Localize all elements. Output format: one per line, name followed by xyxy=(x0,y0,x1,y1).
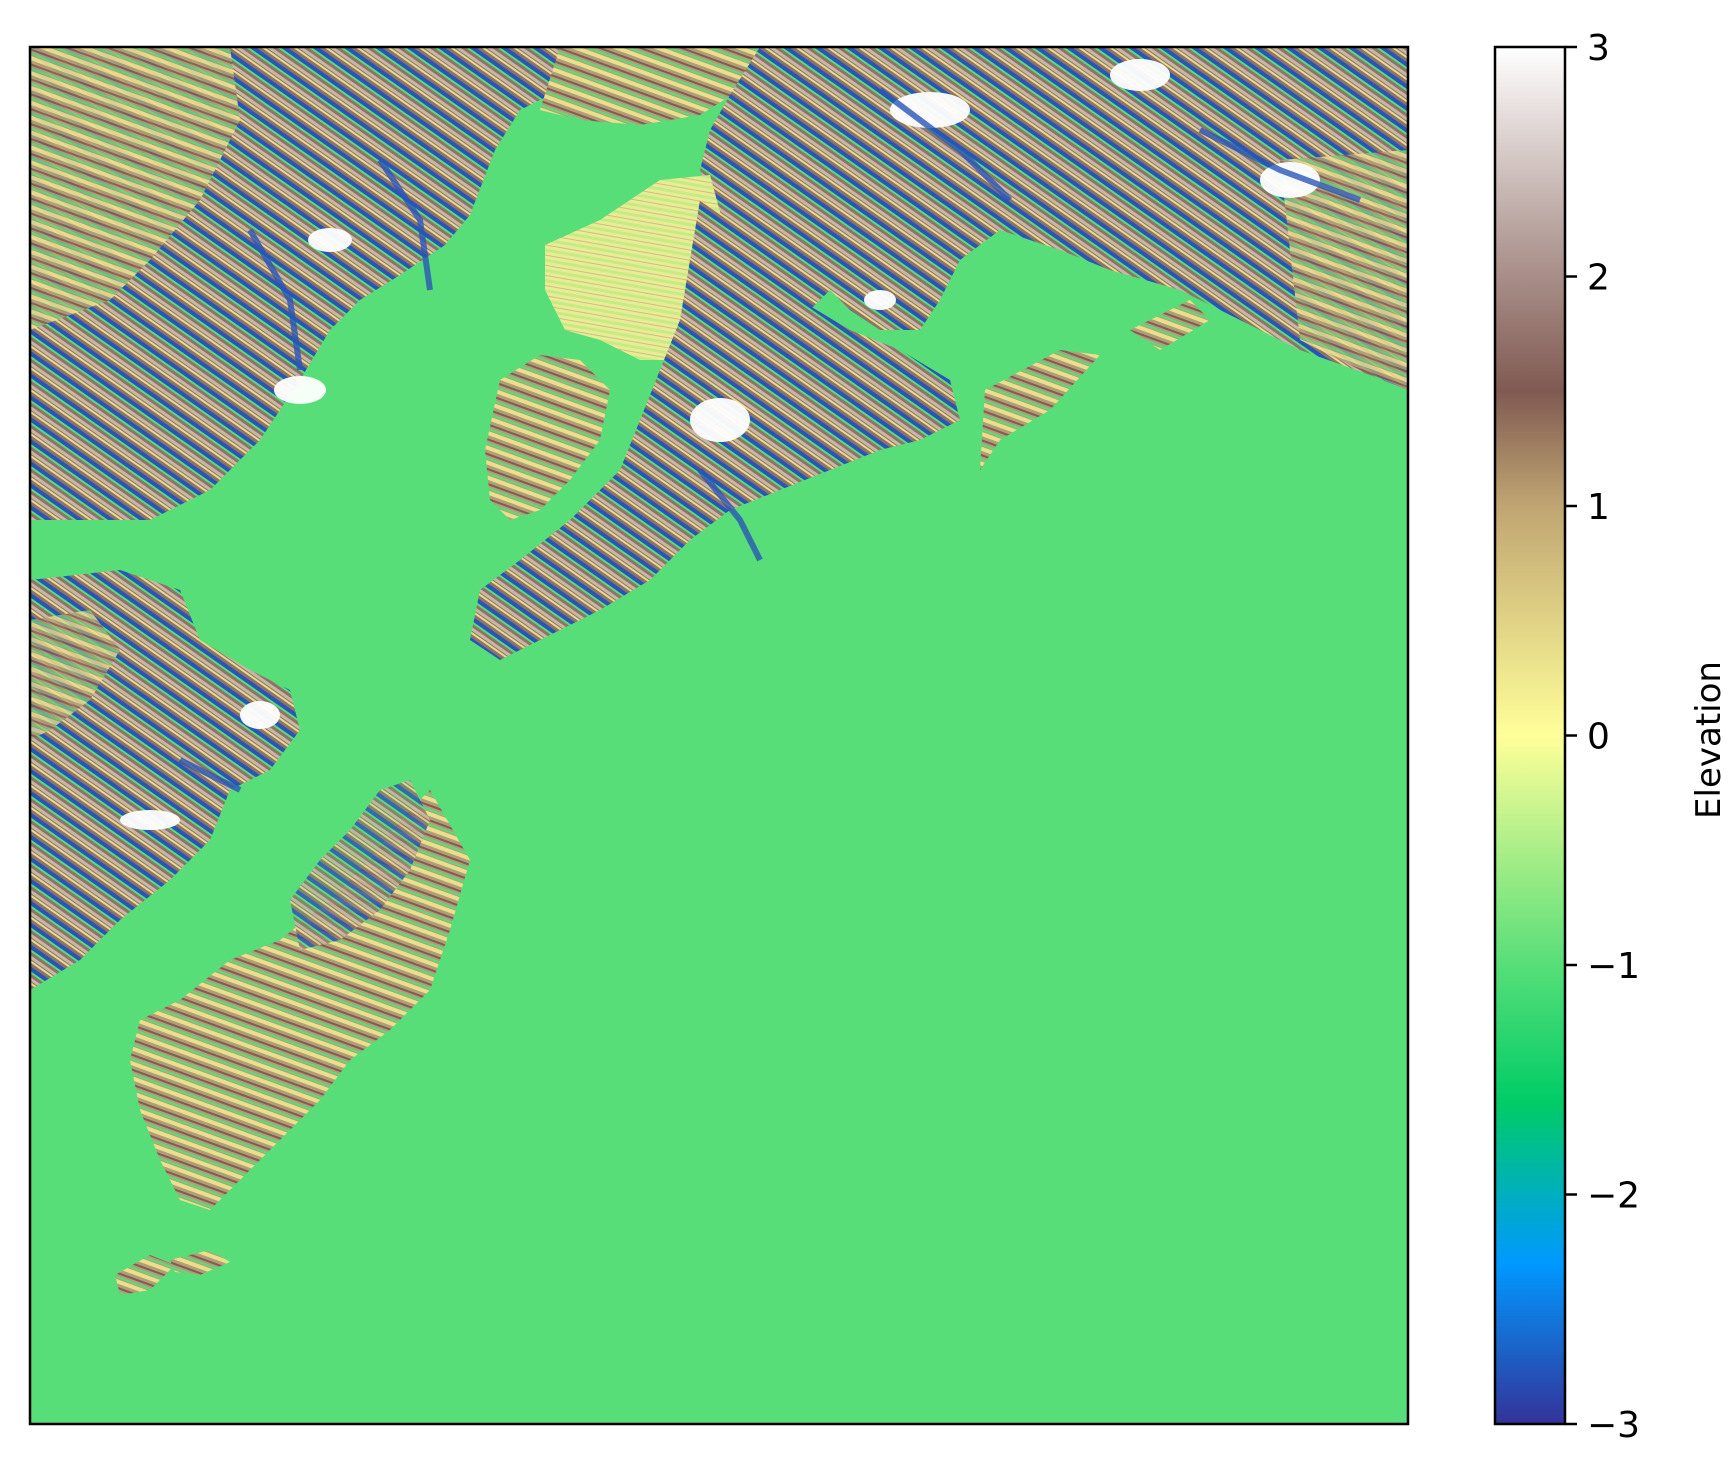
channels xyxy=(178,87,1362,793)
peninsula-south-lobe xyxy=(485,355,610,520)
colorbar-tick-label: −2 xyxy=(1587,1176,1640,1217)
island-small-2 xyxy=(170,1250,230,1275)
colorbar-tick-label: −1 xyxy=(1587,946,1640,987)
colorbar-tick-label: 2 xyxy=(1587,258,1610,299)
colorbar-tick-label: 1 xyxy=(1587,487,1610,528)
mainland-north-shore xyxy=(540,47,760,125)
colorbar-label: Elevation xyxy=(1689,661,1729,819)
colorbar-tick-label: 0 xyxy=(1587,717,1610,758)
island-small-3 xyxy=(980,350,1100,470)
colorbar-tick-label: −3 xyxy=(1587,1405,1640,1446)
colorbar: 3 2 1 0 −1 −2 −3 Elevation xyxy=(1493,28,1729,1446)
map-panel xyxy=(30,47,1408,1424)
map-frame xyxy=(28,45,1410,1426)
colorbar-fill xyxy=(1495,47,1565,1424)
colorbar-tick-label: 3 xyxy=(1587,28,1610,69)
island-small-4 xyxy=(1130,300,1210,350)
island-small-1 xyxy=(115,1255,175,1295)
west-coast-lowland xyxy=(30,610,120,740)
snow-patches xyxy=(120,59,1320,830)
mainland-north-west-lowland xyxy=(30,47,240,330)
peninsula-flats xyxy=(545,175,725,360)
colorbar-ticks: 3 2 1 0 −1 −2 −3 xyxy=(1565,28,1640,1446)
east-lowland xyxy=(1280,150,1408,390)
island-group-north xyxy=(290,780,430,950)
